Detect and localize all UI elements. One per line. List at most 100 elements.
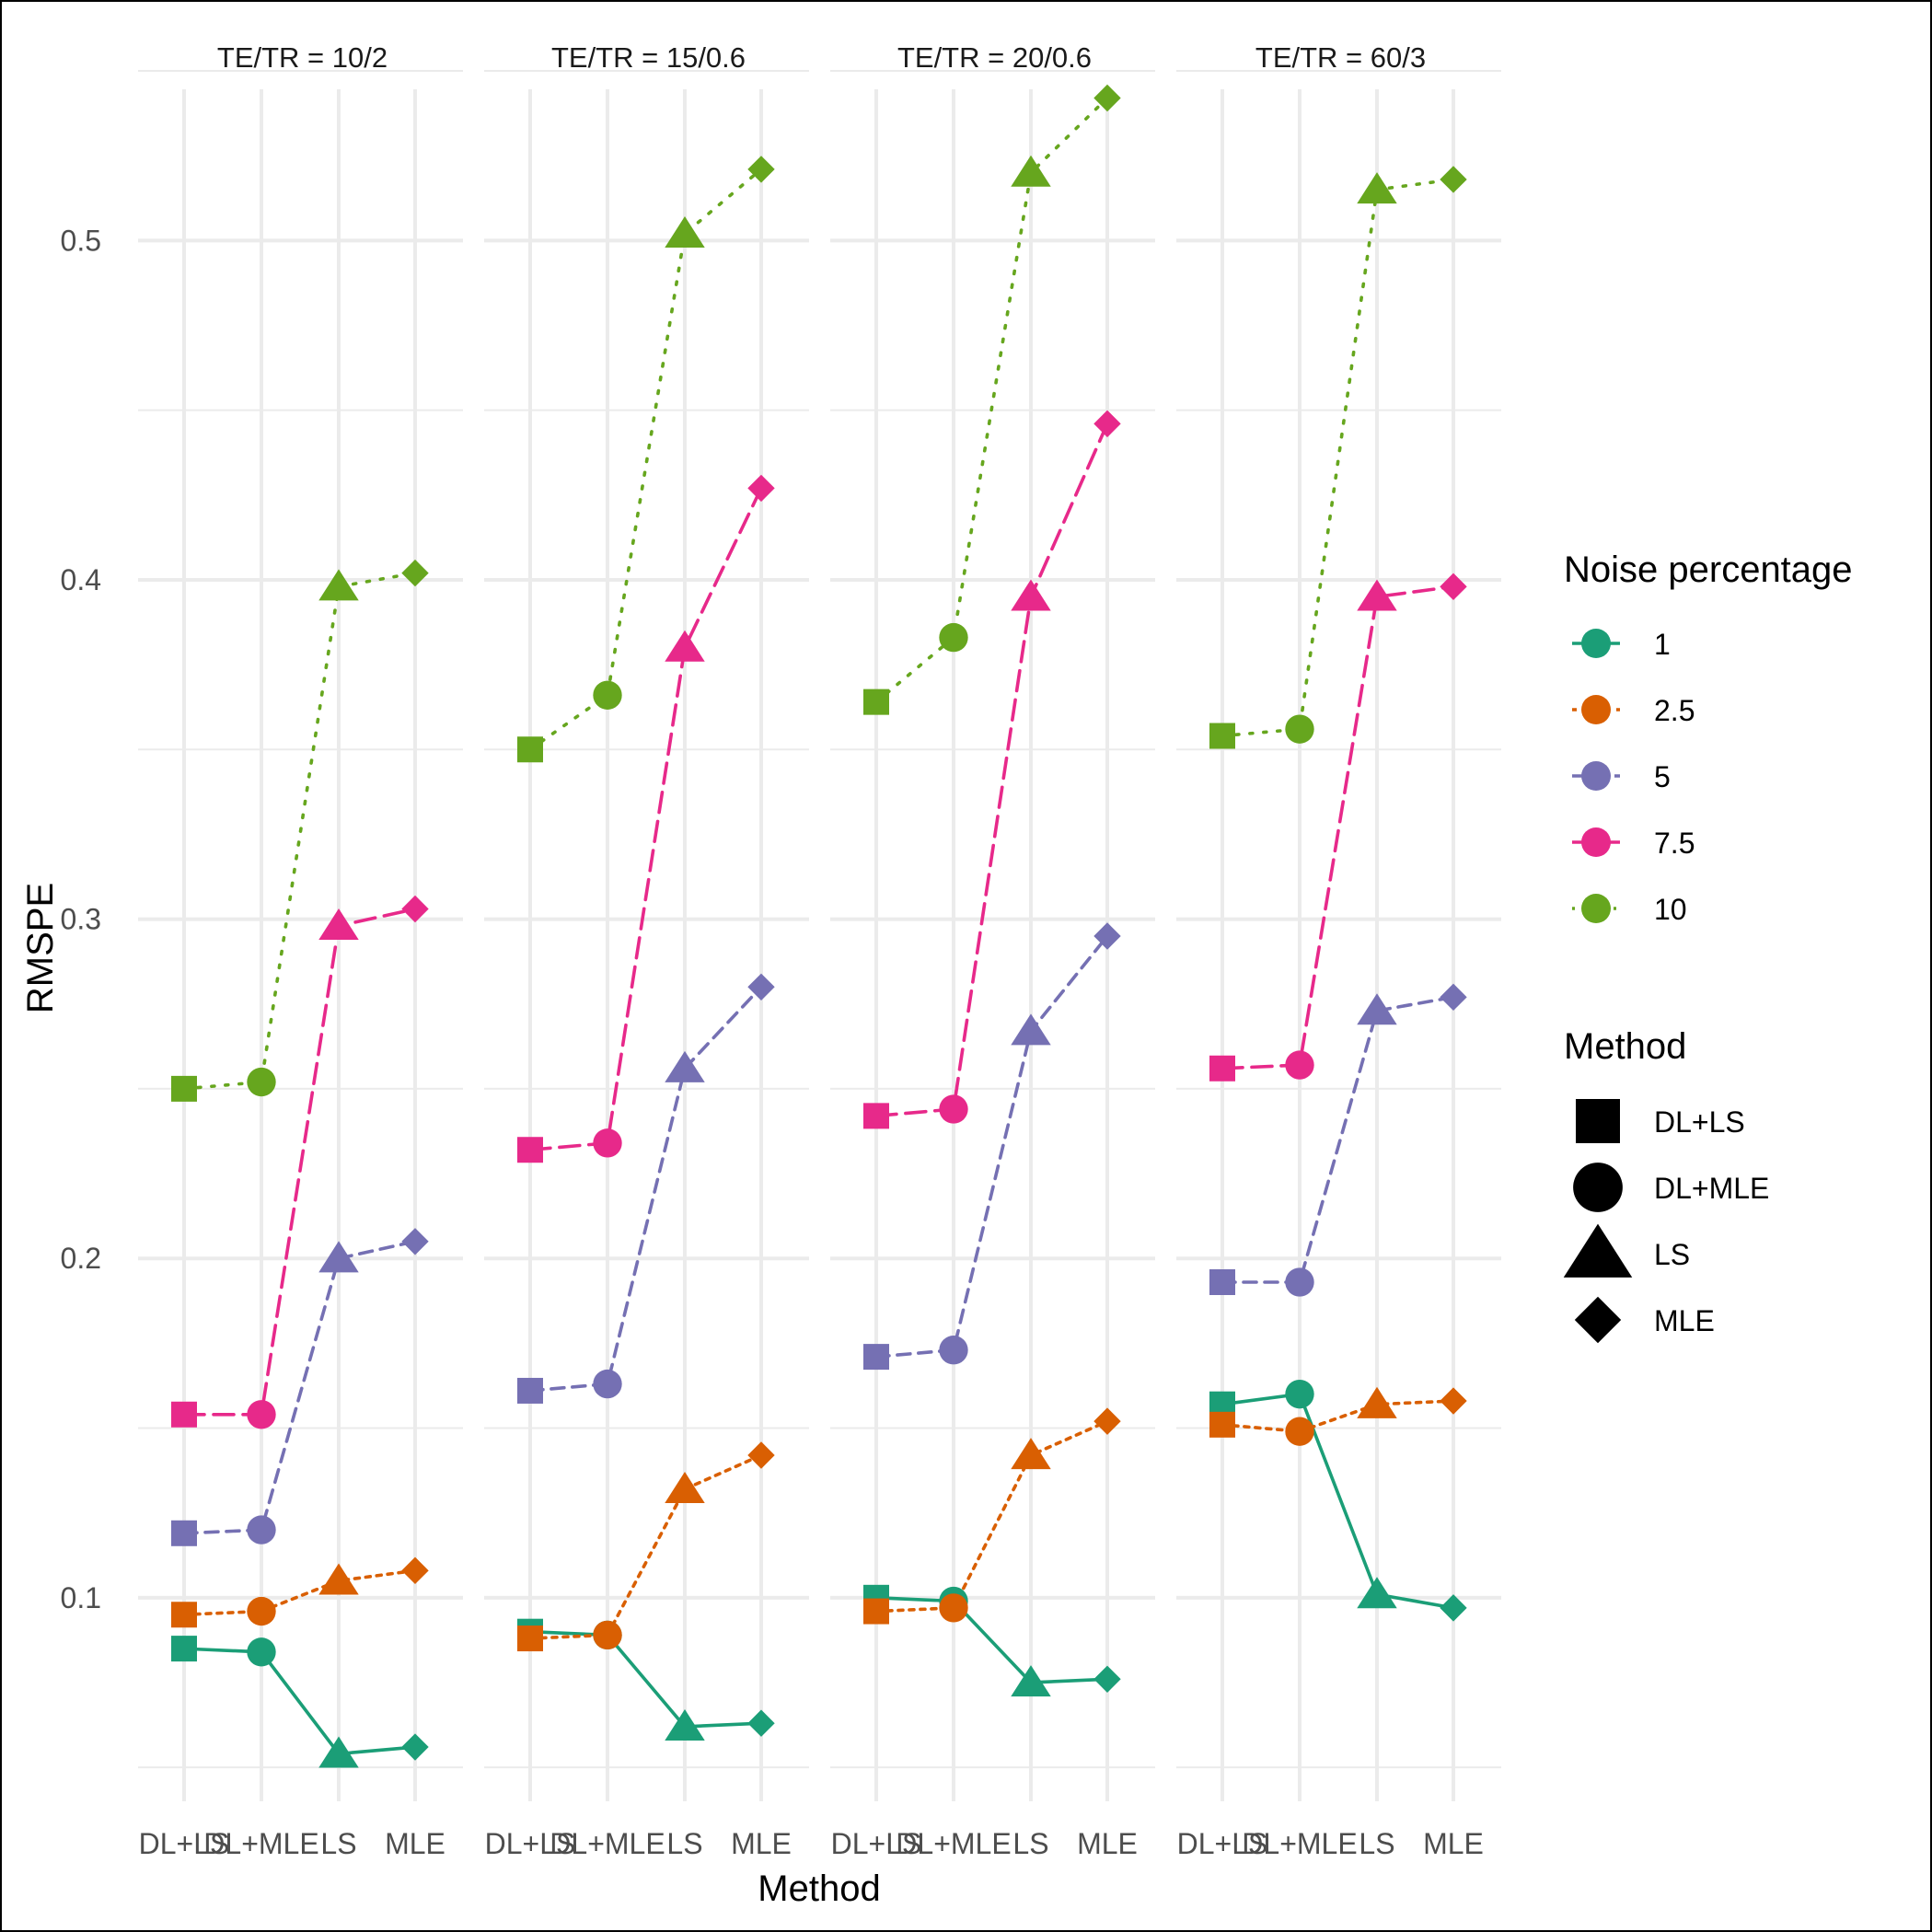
point-2-5-dl-ls bbox=[517, 1625, 543, 1652]
point-10-dl-mle bbox=[1285, 714, 1314, 744]
point-7-5-dl-ls bbox=[1209, 1055, 1235, 1082]
x-tick-label: MLE bbox=[385, 1827, 445, 1860]
series-line-1 bbox=[874, 1596, 1109, 1684]
point-5-mle bbox=[401, 1228, 429, 1255]
legend-noise-item: 2.5 bbox=[1572, 694, 1695, 727]
point-7-5-ls bbox=[318, 908, 359, 941]
series-line-7-5 bbox=[1221, 584, 1455, 1070]
point-5-dl-ls bbox=[1209, 1269, 1235, 1295]
point-10-ls bbox=[318, 569, 359, 601]
point-10-dl-ls bbox=[517, 736, 543, 763]
point-10-mle bbox=[1440, 166, 1467, 193]
point-1-ls bbox=[665, 1709, 705, 1741]
legend-method-label: DL+LS bbox=[1654, 1105, 1745, 1139]
point-10-ls bbox=[1357, 172, 1397, 204]
x-tick-label: LS bbox=[666, 1827, 702, 1860]
y-axis-title: RMSPE bbox=[20, 883, 61, 1013]
point-7-5-ls bbox=[665, 630, 705, 662]
point-10-dl-mle bbox=[247, 1067, 276, 1097]
x-tick-label: MLE bbox=[1423, 1827, 1484, 1860]
legend-key-circle bbox=[1581, 827, 1611, 857]
point-2-5-dl-mle bbox=[247, 1596, 276, 1626]
point-1-ls bbox=[1011, 1665, 1051, 1697]
point-7-5-dl-mle bbox=[939, 1094, 968, 1124]
point-5-dl-mle bbox=[247, 1515, 276, 1544]
point-2-5-mle bbox=[747, 1441, 775, 1469]
point-5-dl-mle bbox=[593, 1369, 622, 1399]
panel-title: TE/TR = 10/2 bbox=[217, 41, 388, 74]
point-1-mle bbox=[1440, 1594, 1467, 1622]
point-2-5-ls bbox=[1357, 1386, 1397, 1418]
point-10-mle bbox=[1093, 84, 1121, 112]
legend-key-circle bbox=[1581, 761, 1611, 791]
point-7-5-mle bbox=[1093, 410, 1121, 438]
series-line-5 bbox=[874, 934, 1109, 1359]
point-7-5-mle bbox=[747, 474, 775, 503]
point-5-dl-mle bbox=[939, 1336, 968, 1365]
point-10-dl-mle bbox=[593, 680, 622, 710]
x-tick-label: MLE bbox=[731, 1827, 792, 1860]
legend-noise-label: 1 bbox=[1654, 628, 1671, 661]
legend-method-label: DL+MLE bbox=[1654, 1172, 1769, 1205]
series-line-1 bbox=[182, 1647, 417, 1756]
point-5-dl-ls bbox=[171, 1520, 197, 1546]
y-tick-label: 0.4 bbox=[61, 563, 101, 596]
point-7-5-dl-ls bbox=[863, 1103, 889, 1129]
point-10-mle bbox=[401, 559, 429, 587]
point-7-5-dl-ls bbox=[171, 1401, 197, 1428]
point-5-ls bbox=[1011, 1013, 1051, 1046]
x-tick-label: DL+LS bbox=[1177, 1827, 1268, 1860]
legend-noise-item: 10 bbox=[1572, 893, 1687, 926]
point-2-5-ls bbox=[665, 1471, 705, 1503]
legend-noise-title: Noise percentage bbox=[1564, 550, 1853, 590]
point-2-5-dl-mle bbox=[1285, 1417, 1314, 1446]
legend-noise-item: 7.5 bbox=[1572, 827, 1695, 860]
y-tick-label: 0.1 bbox=[61, 1581, 101, 1614]
point-2-5-dl-ls bbox=[1209, 1411, 1235, 1438]
legend-noise-label: 7.5 bbox=[1654, 827, 1695, 860]
legend-noise-label: 5 bbox=[1654, 760, 1671, 793]
point-5-ls bbox=[1357, 993, 1397, 1025]
point-1-mle bbox=[747, 1709, 775, 1737]
x-tick-label: LS bbox=[1012, 1827, 1048, 1860]
series-line-5 bbox=[528, 985, 763, 1393]
point-1-mle bbox=[401, 1733, 429, 1761]
point-1-mle bbox=[1093, 1665, 1121, 1693]
point-10-dl-ls bbox=[171, 1075, 197, 1102]
legend-key-square bbox=[1576, 1099, 1620, 1143]
legend-method-item: DL+LS bbox=[1576, 1099, 1745, 1143]
point-7-5-mle bbox=[401, 895, 429, 923]
legend-method-title: Method bbox=[1564, 1026, 1686, 1067]
point-2-5-ls bbox=[318, 1563, 359, 1595]
x-tick-label: LS bbox=[320, 1827, 356, 1860]
legend-method-item: MLE bbox=[1574, 1296, 1715, 1344]
point-2-5-mle bbox=[1440, 1387, 1467, 1415]
series-line-2-5 bbox=[1221, 1399, 1455, 1434]
x-tick-label: MLE bbox=[1077, 1827, 1138, 1860]
point-1-dl-mle bbox=[247, 1637, 276, 1667]
series-line-2-5 bbox=[182, 1568, 417, 1617]
point-7-5-dl-mle bbox=[593, 1128, 622, 1158]
point-5-dl-mle bbox=[1285, 1267, 1314, 1297]
panel-title: TE/TR = 15/0.6 bbox=[551, 41, 746, 74]
series-line-5 bbox=[1221, 995, 1455, 1284]
x-tick-label: LS bbox=[1359, 1827, 1394, 1860]
point-7-5-mle bbox=[1440, 573, 1467, 601]
legend-noise-label: 10 bbox=[1654, 893, 1687, 926]
x-tick-label: DL+MLE bbox=[1242, 1827, 1357, 1860]
point-2-5-dl-ls bbox=[171, 1602, 197, 1628]
point-2-5-mle bbox=[401, 1556, 429, 1585]
series-line-5 bbox=[182, 1239, 417, 1535]
y-tick-label: 0.5 bbox=[61, 224, 101, 257]
x-tick-label: DL+LS bbox=[485, 1827, 576, 1860]
point-7-5-ls bbox=[1011, 579, 1051, 611]
x-tick-label: DL+MLE bbox=[896, 1827, 1011, 1860]
series-line-7-5 bbox=[874, 422, 1109, 1118]
point-7-5-dl-ls bbox=[517, 1137, 543, 1163]
legend-key-circle bbox=[1581, 695, 1611, 724]
